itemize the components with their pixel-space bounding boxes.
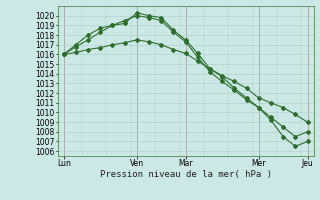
X-axis label: Pression niveau de la mer( hPa ): Pression niveau de la mer( hPa )	[100, 170, 272, 179]
